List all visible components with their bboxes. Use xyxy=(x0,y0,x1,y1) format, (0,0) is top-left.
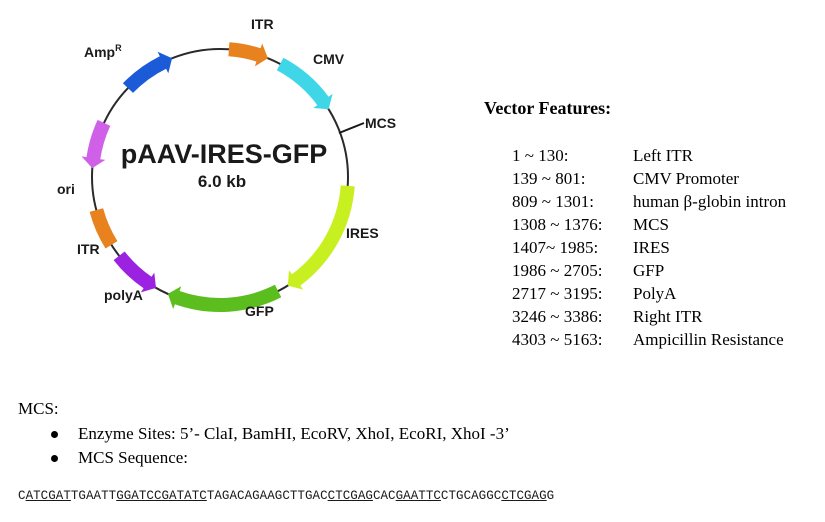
restriction-site: CTCGAG xyxy=(327,489,373,503)
feature-range: 1986 ~ 2705: xyxy=(512,261,603,280)
restriction-site: GGATCC xyxy=(116,489,162,503)
bullet-icon xyxy=(51,455,58,462)
feature-row: 1 ~ 130: Left ITR xyxy=(512,144,786,167)
feature-row: 139 ~ 801: CMV Promoter xyxy=(512,167,786,190)
sequence-segment: CTGCAGGC xyxy=(440,489,502,503)
label-mcs: MCS xyxy=(365,115,396,131)
feature-row: 809 ~ 1301: human β-globin intron xyxy=(512,190,786,213)
feature-range: 3246 ~ 3386: xyxy=(512,307,603,326)
feature-row: 1407~ 1985: IRES xyxy=(512,236,786,259)
sequence-segment: G xyxy=(546,489,555,503)
feature-range: 1308 ~ 1376: xyxy=(512,215,603,234)
feature-name: IRES xyxy=(633,238,670,257)
label-polya: polyA xyxy=(104,287,143,303)
ires-arrow xyxy=(287,185,355,290)
enzyme-sites-item: Enzyme Sites: 5’- ClaI, BamHI, EcoRV, Xh… xyxy=(48,422,510,446)
restriction-site: GATATC xyxy=(161,489,207,503)
restriction-site: ATCGAT xyxy=(25,489,71,503)
plasmid-size: 6.0 kb xyxy=(198,172,246,191)
ampr-arrow xyxy=(122,51,173,93)
feature-row: 1308 ~ 1376: MCS xyxy=(512,213,786,236)
feature-name: MCS xyxy=(633,215,669,234)
feature-name: GFP xyxy=(633,261,665,280)
gfp-arrow xyxy=(167,284,282,312)
features-heading: Vector Features: xyxy=(484,98,612,118)
sequence-segment: TAGACAGAAGCTTGAC xyxy=(206,489,328,503)
mcs-sequence-label: MCS Sequence: xyxy=(78,448,189,467)
feature-name: PolyA xyxy=(633,284,677,303)
polya-arrow xyxy=(113,251,156,293)
feature-range: 139 ~ 801: xyxy=(512,169,586,188)
label-gfp: GFP xyxy=(245,303,274,319)
label-amp: AmpR xyxy=(84,43,122,60)
mcs-bullet-list: Enzyme Sites: 5’- ClaI, BamHI, EcoRV, Xh… xyxy=(48,422,510,470)
feature-name: CMV Promoter xyxy=(633,169,739,188)
feature-row: 4303 ~ 5163: Ampicillin Resistance xyxy=(512,328,786,351)
bullet-icon xyxy=(51,431,58,438)
label-ori: ori xyxy=(57,181,75,197)
feature-range: 1 ~ 130: xyxy=(512,146,569,165)
feature-row: 1986 ~ 2705: GFP xyxy=(512,259,786,282)
label-itr-left: ITR xyxy=(77,241,100,257)
feature-name: Ampicillin Resistance xyxy=(633,330,784,349)
cmv-arrow xyxy=(276,57,333,110)
enzyme-sites-text: Enzyme Sites: 5’- ClaI, BamHI, EcoRV, Xh… xyxy=(78,424,510,443)
features-table: 1 ~ 130: Left ITR 139 ~ 801: CMV Promoter 80… xyxy=(512,144,786,351)
sequence-segment: TGAATT xyxy=(70,489,117,503)
label-cmv: CMV xyxy=(313,51,345,67)
feature-range: 1407~ 1985: xyxy=(512,238,599,257)
mcs-heading: MCS: xyxy=(18,399,59,418)
mcs-sequence: CATCGATTGAATTGGATCCGATATCTAGACAGAAGCTTGA… xyxy=(18,489,554,503)
restriction-site: CTCGAG xyxy=(501,489,547,503)
feature-name: Right ITR xyxy=(633,307,703,326)
feature-name: Left ITR xyxy=(633,146,693,165)
plasmid-name: pAAV-IRES-GFP xyxy=(121,139,328,169)
label-itr-top: ITR xyxy=(251,16,274,32)
itr-right-arc xyxy=(228,42,268,67)
feature-range: 809 ~ 1301: xyxy=(512,192,594,211)
mcs-sequence-item: MCS Sequence: xyxy=(48,446,510,470)
sequence-segment: C xyxy=(18,489,26,503)
itr-left-arc xyxy=(89,208,118,249)
feature-name: human β-globin intron xyxy=(633,192,787,211)
mcs-tick xyxy=(338,122,365,134)
feature-row: 2717 ~ 3195: PolyA xyxy=(512,282,786,305)
restriction-site: GAATTC xyxy=(395,489,441,503)
feature-range: 4303 ~ 5163: xyxy=(512,330,603,349)
ori-arrow xyxy=(81,119,111,169)
sequence-segment: CAC xyxy=(372,489,396,503)
feature-range: 2717 ~ 3195: xyxy=(512,284,603,303)
plasmid-map: pAAV-IRES-GFP 6.0 kb ITR CMV MCS IRES GF… xyxy=(57,16,396,319)
feature-row: 3246 ~ 3386: Right ITR xyxy=(512,305,786,328)
label-ires: IRES xyxy=(346,225,379,241)
